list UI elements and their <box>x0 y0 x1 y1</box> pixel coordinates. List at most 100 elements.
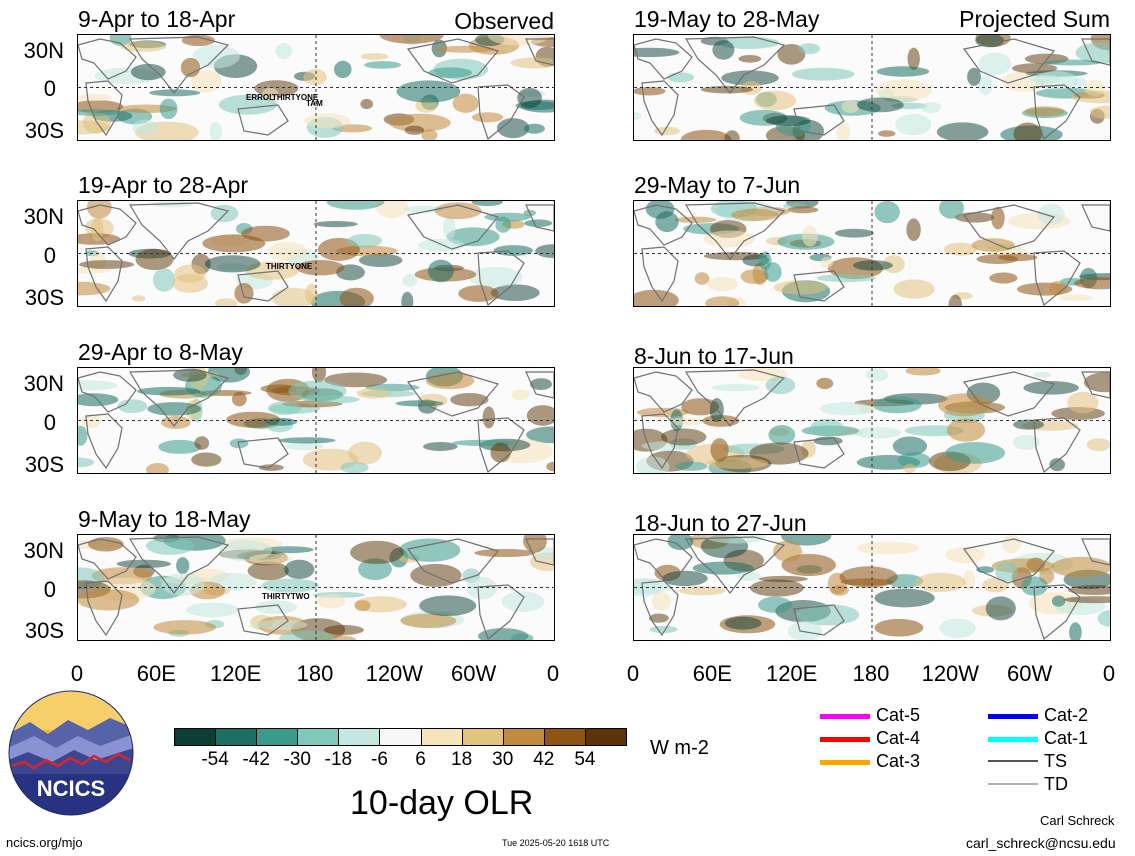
olr-anomaly-blob <box>428 67 473 78</box>
olr-anomaly-blob <box>452 93 479 113</box>
olr-anomaly-blob <box>651 592 671 611</box>
lat-tick-0: 0 <box>43 243 56 268</box>
olr-anomaly-blob <box>853 260 893 271</box>
olr-anomaly-blob <box>853 427 902 439</box>
olr-anomaly-blob <box>304 395 360 404</box>
coastline <box>128 536 230 594</box>
olr-anomaly-blob <box>674 216 717 223</box>
olr-anomaly-blob <box>978 75 993 96</box>
olr-anomaly-blob <box>948 294 962 306</box>
olr-anomaly-blob <box>895 114 932 136</box>
olr-anomaly-blob <box>398 538 461 562</box>
olr-anomaly-blob <box>1049 458 1065 472</box>
colorbar-swatch <box>420 728 463 746</box>
olr-anomaly-blob <box>787 206 819 214</box>
legend-line-td <box>988 783 1038 785</box>
olr-map-panel <box>77 367 555 474</box>
colorbar-tick-label: 18 <box>451 749 473 770</box>
olr-map-panel <box>77 200 555 307</box>
coastline <box>78 538 137 580</box>
lon-tick-label: 0 <box>546 661 560 686</box>
olr-anomaly-blob <box>132 119 159 136</box>
olr-anomaly-blob <box>159 98 178 120</box>
observed-label: Observed <box>454 8 554 34</box>
olr-anomaly-blob <box>339 287 374 306</box>
olr-anomaly-blob <box>471 112 504 123</box>
olr-anomaly-blob <box>995 561 1018 582</box>
coastline <box>684 202 786 260</box>
coastline <box>634 538 693 580</box>
olr-anomaly-blob <box>249 553 293 565</box>
olr-anomaly-blob <box>326 201 385 210</box>
olr-anomaly-blob <box>511 389 530 401</box>
panel-title-2: 19-Apr to 28-Apr <box>78 172 249 198</box>
footer-author: Carl Schreck <box>1040 813 1115 828</box>
olr-anomaly-blob <box>323 625 364 635</box>
olr-anomaly-blob <box>450 393 489 407</box>
olr-anomaly-blob <box>395 400 444 407</box>
projected-label: Projected Sum <box>959 6 1110 32</box>
coastline <box>406 538 500 584</box>
colorbar-swatch <box>256 728 299 746</box>
olr-anomaly-blob <box>991 206 1005 230</box>
olr-anomaly-blob <box>1063 596 1110 604</box>
coastline <box>237 104 289 136</box>
olr-anomaly-blob <box>1043 59 1102 66</box>
olr-anomaly-blob <box>191 452 222 467</box>
olr-anomaly-blob <box>234 283 254 304</box>
olr-anomaly-blob <box>496 118 530 139</box>
olr-anomaly-blob <box>874 201 900 224</box>
olr-anomaly-blob <box>1024 106 1065 117</box>
olr-anomaly-blob <box>296 260 345 276</box>
panel-title-1: 9-Apr to 18-Apr <box>78 6 236 32</box>
olr-anomaly-blob <box>963 569 976 591</box>
olr-anomaly-blob <box>530 378 552 390</box>
olr-anomaly-blob <box>418 238 465 252</box>
colorbar-tick-label: -18 <box>324 749 353 770</box>
olr-anomaly-blob <box>856 541 920 555</box>
olr-anomaly-blob <box>254 619 308 630</box>
olr-anomaly-blob <box>856 97 904 113</box>
legend-line-cat-1 <box>988 737 1038 742</box>
olr-anomaly-blob <box>705 296 740 306</box>
coastline <box>78 38 137 80</box>
olr-anomaly-blob <box>1034 71 1079 90</box>
olr-anomaly-blob <box>967 67 981 86</box>
olr-anomaly-blob <box>1051 595 1066 607</box>
olr-anomaly-blob <box>517 87 542 108</box>
coastline <box>641 413 679 470</box>
olr-anomaly-blob <box>724 616 762 630</box>
olr-anomaly-blob <box>172 273 208 293</box>
lat-tick-0: 0 <box>43 410 56 435</box>
olr-anomaly-blob <box>324 372 388 388</box>
olr-anomaly-blob <box>435 45 495 53</box>
olr-anomaly-blob <box>634 47 680 58</box>
coastline <box>477 250 525 306</box>
olr-anomaly-blob <box>764 262 782 282</box>
olr-anomaly-blob <box>834 228 874 238</box>
coastline <box>962 538 1056 584</box>
coastline <box>477 584 525 640</box>
colorbar-swatch <box>215 728 258 746</box>
olr-anomaly-blob <box>976 254 1019 264</box>
olr-anomaly-blob <box>1069 622 1082 640</box>
olr-anomaly-blob <box>721 70 779 86</box>
olr-anomaly-blob <box>267 241 308 262</box>
olr-anomaly-blob <box>903 463 917 473</box>
olr-anomaly-blob <box>1013 419 1044 430</box>
olr-anomaly-blob <box>434 202 482 220</box>
olr-anomaly-blob <box>78 457 95 468</box>
olr-anomaly-blob <box>971 238 1015 252</box>
coastline <box>525 371 554 399</box>
olr-anomaly-blob <box>360 98 374 110</box>
olr-anomaly-blob <box>190 69 222 93</box>
main-title: 10-day OLR <box>350 784 534 822</box>
coastline <box>1081 538 1110 566</box>
olr-anomaly-blob <box>231 391 247 407</box>
storm-label-thirtytwo: THIRTYTWO <box>262 592 310 601</box>
coastline <box>85 413 123 470</box>
legend-label-cat-2: Cat-2 <box>1044 705 1089 725</box>
olr-anomaly-blob <box>267 401 302 415</box>
coastline <box>525 38 554 66</box>
olr-anomaly-blob <box>692 561 754 575</box>
